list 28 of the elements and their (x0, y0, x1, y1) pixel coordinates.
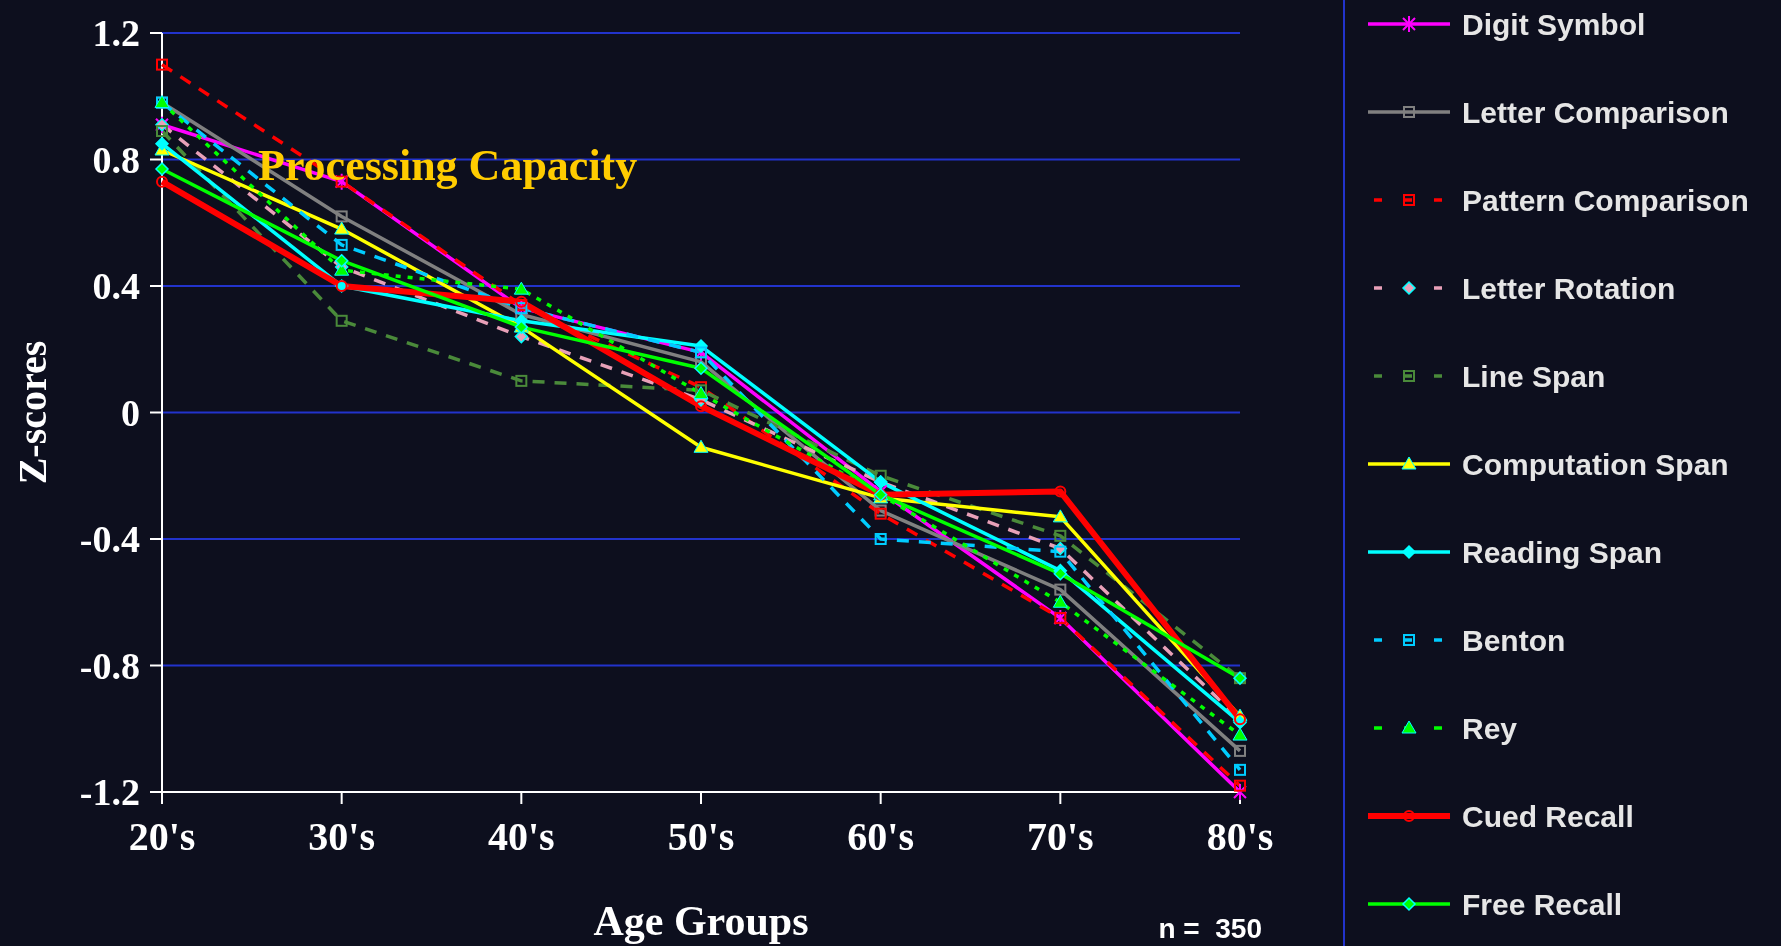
y-tick-label: 0.4 (92, 265, 140, 308)
legend-label: Letter Comparison (1462, 95, 1729, 129)
x-tick-label: 50's (667, 814, 735, 859)
y-tick-label: 0.8 (92, 138, 140, 181)
legend-label: Digit Symbol (1462, 7, 1646, 41)
x-tick-label: 30's (308, 814, 376, 859)
legend-label: Letter Rotation (1462, 271, 1676, 305)
y-tick-label: -0.4 (79, 518, 140, 561)
legend-label: Line Span (1462, 359, 1606, 393)
y-tick-label: 0 (121, 391, 140, 434)
x-tick-label: 80's (1206, 814, 1274, 859)
y-tick-label: -1.2 (79, 771, 140, 814)
legend-label: Benton (1462, 623, 1566, 657)
y-tick-label: -0.8 (79, 644, 140, 687)
legend-label: Pattern Comparison (1462, 183, 1749, 217)
x-tick-label: 60's (847, 814, 915, 859)
y-tick-label: 1.2 (92, 12, 140, 55)
x-tick-label: 40's (487, 814, 555, 859)
legend-label: Computation Span (1462, 447, 1729, 481)
x-tick-label: 70's (1026, 814, 1094, 859)
legend-label: Rey (1462, 711, 1518, 745)
text: n = 350 (1158, 913, 1262, 944)
legend-label: Free Recall (1462, 887, 1623, 921)
legend-label: Reading Span (1462, 535, 1663, 569)
x-tick-label: 20's (128, 814, 196, 859)
x-axis-title: Age Groups (593, 898, 809, 944)
legend-label: Cued Recall (1462, 799, 1634, 833)
y-axis-title: Z-scores (10, 340, 55, 485)
